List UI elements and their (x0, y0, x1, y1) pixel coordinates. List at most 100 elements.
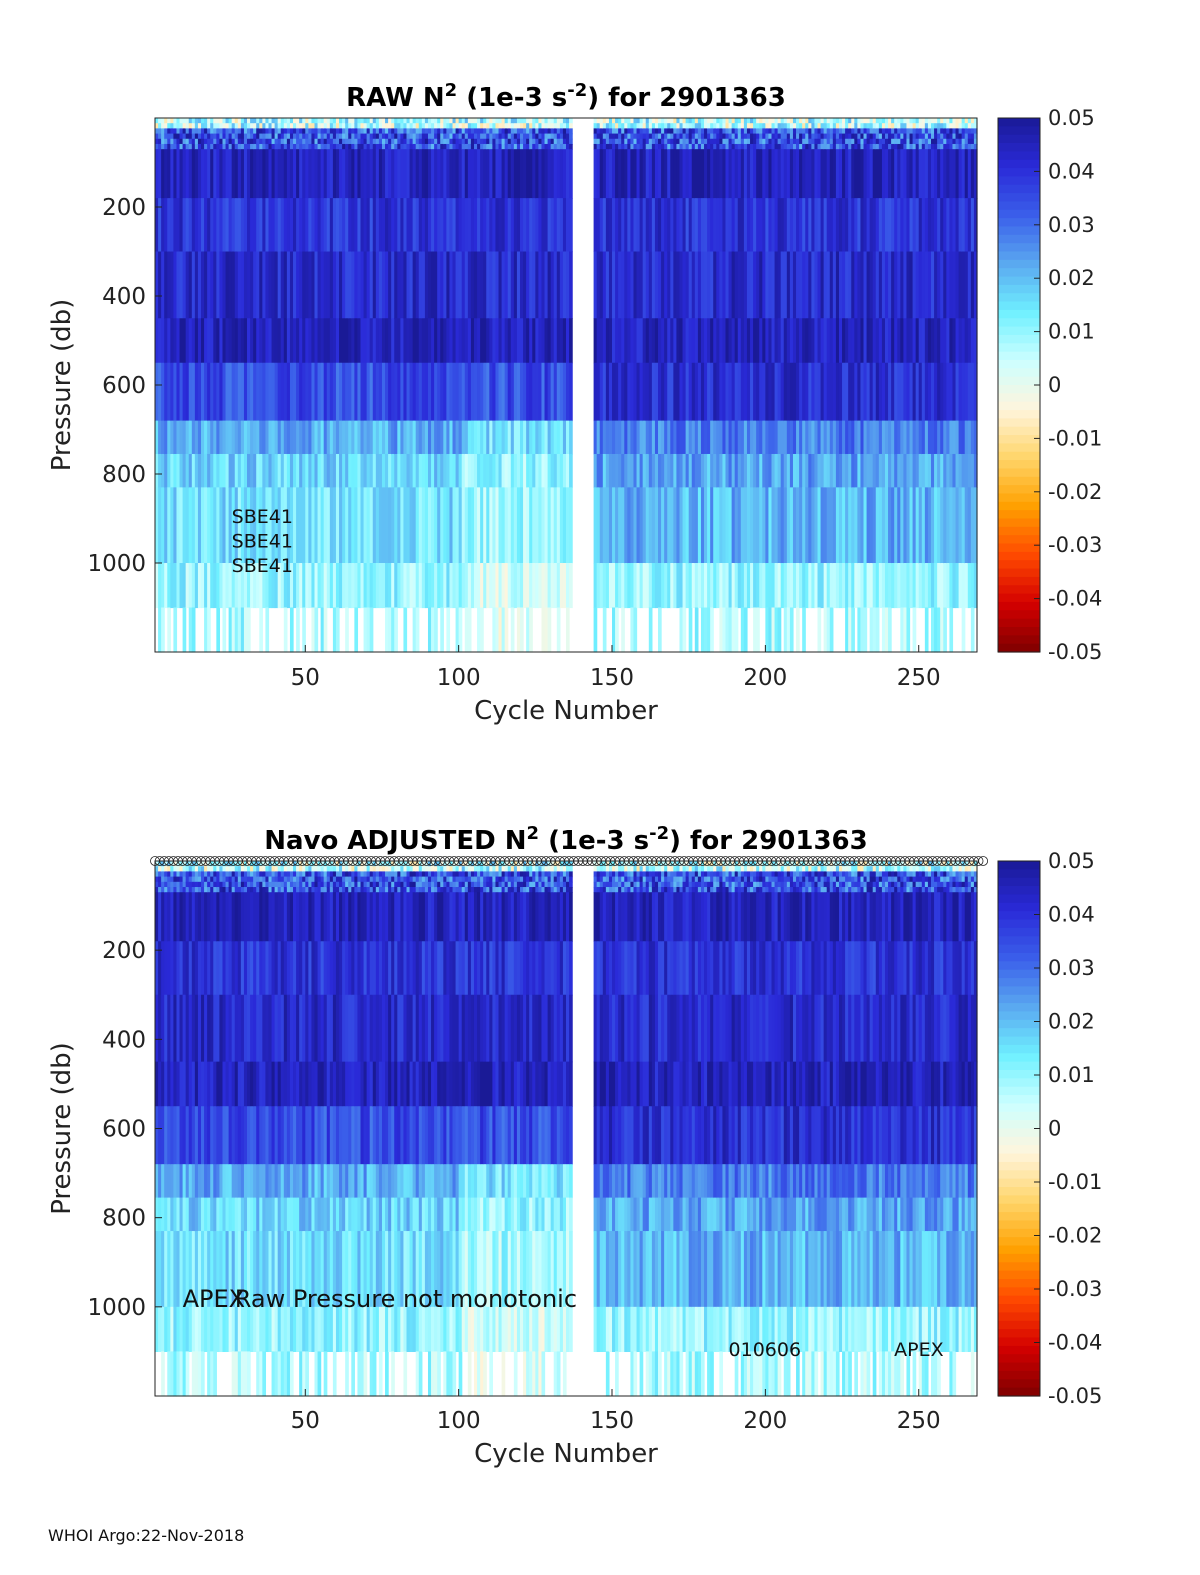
heatmap-cell (345, 149, 349, 199)
heatmap-cell (234, 563, 239, 609)
heatmap-cell (381, 487, 386, 564)
colorbar-swatch (998, 268, 1040, 278)
heatmap-cell (296, 133, 300, 140)
heatmap-cell (412, 453, 417, 488)
heatmap-cell (210, 118, 214, 124)
heatmap-cell (289, 143, 294, 150)
heatmap-cell (194, 318, 199, 364)
heatmap-cell (409, 128, 414, 135)
heatmap-cell (332, 143, 337, 150)
heatmap-cell (219, 251, 224, 319)
heatmap-cell (412, 138, 417, 145)
heatmap-cell (308, 251, 313, 319)
heatmap-cell (357, 198, 362, 253)
heatmap-cell (289, 138, 294, 145)
heatmap-cell (329, 420, 334, 455)
heatmap-cell (388, 128, 392, 135)
heatmap-cell (158, 487, 162, 564)
heatmap-cell (256, 251, 260, 319)
heatmap-cell (332, 487, 337, 564)
heatmap-cell (602, 607, 607, 653)
heatmap-cell (375, 487, 380, 564)
heatmap-cell (167, 607, 171, 653)
heatmap-cell (228, 133, 233, 140)
heatmap-cell (210, 138, 214, 145)
heatmap-cell (320, 420, 325, 455)
heatmap-cell (253, 138, 257, 145)
heatmap-cell (385, 133, 389, 140)
heatmap-cell (204, 607, 208, 653)
heatmap-cell (231, 362, 236, 422)
heatmap-cell (237, 133, 242, 140)
heatmap-cell (185, 453, 190, 488)
heatmap-cell (403, 118, 408, 124)
heatmap-cell (366, 138, 371, 145)
heatmap-cell (293, 563, 297, 609)
heatmap-cell (204, 118, 208, 124)
heatmap-cell (308, 453, 313, 488)
heatmap-cell (283, 607, 288, 653)
heatmap-cell (412, 362, 417, 422)
heatmap-cell (262, 420, 267, 455)
colorbar-swatch (998, 535, 1040, 545)
heatmap-cell (314, 318, 319, 364)
colorbar-swatch (998, 410, 1040, 419)
heatmap-cell (326, 318, 331, 364)
heatmap-cell (155, 128, 159, 135)
heatmap-cell (274, 487, 279, 564)
heatmap-cell (366, 143, 371, 150)
heatmap-cell (299, 487, 303, 564)
colorbar-swatch (998, 359, 1040, 369)
chart-title: RAW N2 (1e-3 s-2) for 2901363 (346, 80, 786, 113)
heatmap-cell (335, 149, 340, 199)
heatmap-cell (250, 128, 254, 135)
heatmap-cell (240, 143, 245, 150)
heatmap-cell (158, 607, 162, 653)
heatmap-cell (406, 138, 411, 145)
heatmap-cell (185, 563, 190, 609)
heatmap-cell (182, 133, 187, 140)
heatmap-cell (283, 318, 288, 364)
heatmap-cell (305, 133, 309, 140)
heatmap-cell (271, 318, 276, 364)
heatmap-cell (296, 318, 300, 364)
heatmap-cell (158, 128, 162, 135)
heatmap-cell (289, 118, 294, 124)
heatmap-cell (394, 149, 398, 199)
heatmap-cell (406, 318, 411, 364)
heatmap-cell (385, 123, 389, 129)
heatmap-cell (188, 563, 193, 609)
colorbar-swatch (998, 251, 1040, 261)
heatmap-cell (381, 318, 386, 364)
heatmap-cell (326, 133, 331, 140)
heatmap-cell (409, 138, 414, 145)
heatmap-cell (219, 362, 224, 422)
heatmap-cell (339, 563, 343, 609)
heatmap-cell (274, 133, 279, 140)
heatmap-cell (173, 123, 178, 129)
heatmap-cell (378, 143, 383, 150)
heatmap-cell (302, 607, 306, 653)
colorbar: 0.050.040.030.020.010-0.01-0.02-0.03-0.0… (997, 106, 1102, 664)
heatmap-cell (167, 138, 171, 145)
heatmap-cell (339, 453, 343, 488)
heatmap-cell (286, 453, 291, 488)
heatmap-cell (231, 420, 236, 455)
heatmap-cell (394, 487, 398, 564)
heatmap-cell (170, 133, 175, 140)
heatmap-cell (375, 251, 380, 319)
heatmap-cell (345, 123, 349, 129)
heatmap-cell (375, 318, 380, 364)
heatmap-cell (256, 563, 260, 609)
heatmap-cell (194, 453, 199, 488)
heatmap-cell (240, 133, 245, 140)
heatmap-cell (194, 487, 199, 564)
heatmap-cell (403, 318, 408, 364)
heatmap-cell (274, 198, 279, 253)
heatmap-cell (277, 123, 282, 129)
heatmap-cell (305, 420, 309, 455)
heatmap-cell (320, 149, 325, 199)
heatmap-cell (314, 128, 319, 135)
heatmap-cell (403, 138, 408, 145)
heatmap-cell (207, 487, 211, 564)
